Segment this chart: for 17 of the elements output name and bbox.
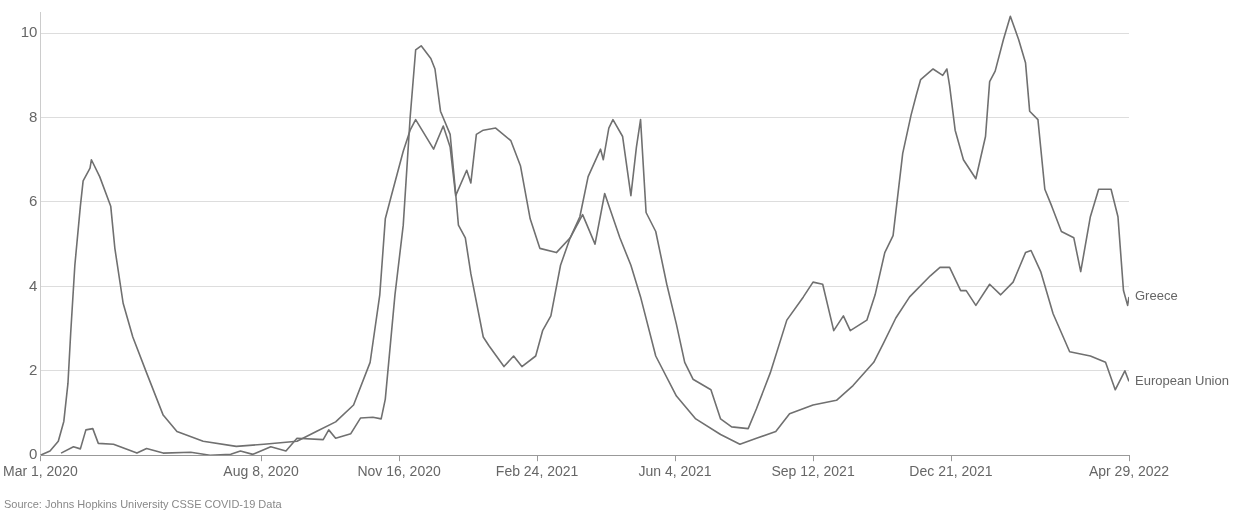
y-tick-label: 0 [29, 445, 38, 463]
y-tick-label: 10 [20, 23, 38, 41]
source-note: Source: Johns Hopkins University CSSE COVID-19 Data [4, 498, 283, 510]
x-tick-label: Apr 29, 2022 [1088, 463, 1170, 480]
y-tick-label: 2 [29, 360, 38, 378]
x-tick-label: Nov 16, 2020 [357, 463, 441, 480]
x-tick-label: Feb 24, 2021 [495, 463, 579, 480]
x-tick-label: Aug 8, 2020 [223, 463, 300, 480]
x-tick-label: Dec 21, 2021 [909, 463, 993, 480]
x-tick-label: Jun 4, 2021 [638, 463, 712, 480]
x-tick-label: Mar 1, 2020 [3, 463, 78, 480]
y-tick-label: 8 [29, 107, 38, 125]
x-tick-label: Sep 12, 2021 [771, 463, 855, 480]
series-label: European Union [1135, 372, 1229, 388]
y-tick-label: 4 [29, 276, 38, 294]
series-label: Greece [1135, 288, 1178, 304]
y-tick-label: 6 [29, 192, 38, 210]
